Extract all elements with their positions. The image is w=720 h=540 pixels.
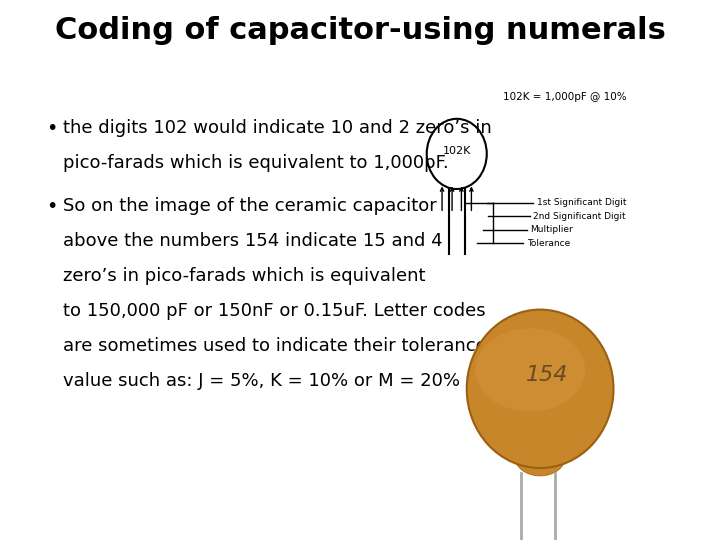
Text: So on the image of the ceramic capacitor: So on the image of the ceramic capacitor [63, 197, 437, 214]
Text: 102K: 102K [443, 146, 471, 156]
Text: zero’s in pico-farads which is equivalent: zero’s in pico-farads which is equivalen… [63, 267, 426, 285]
Text: •: • [47, 119, 58, 138]
Text: above the numbers 154 indicate 15 and 4: above the numbers 154 indicate 15 and 4 [63, 232, 443, 249]
Text: value such as: J = 5%, K = 10% or M = 20% etc.: value such as: J = 5%, K = 10% or M = 20… [63, 372, 500, 389]
Text: Coding of capacitor-using numerals: Coding of capacitor-using numerals [55, 16, 665, 45]
Text: are sometimes used to indicate their tolerance: are sometimes used to indicate their tol… [63, 336, 487, 355]
Text: 102K = 1,000pF @ 10%: 102K = 1,000pF @ 10% [503, 92, 627, 102]
Text: 1st Significant Digit: 1st Significant Digit [537, 198, 626, 207]
Text: 2nd Significant Digit: 2nd Significant Digit [534, 212, 626, 220]
Text: to 150,000 pF or 150nF or 0.15uF. Letter codes: to 150,000 pF or 150nF or 0.15uF. Letter… [63, 301, 486, 320]
Text: Tolerance: Tolerance [527, 239, 570, 247]
Text: the digits 102 would indicate 10 and 2 zero’s in: the digits 102 would indicate 10 and 2 z… [63, 119, 492, 137]
Text: 154: 154 [526, 365, 568, 386]
Text: pico-farads which is equivalent to 1,000pF.: pico-farads which is equivalent to 1,000… [63, 154, 449, 172]
Ellipse shape [467, 309, 613, 468]
Ellipse shape [514, 436, 566, 476]
Text: •: • [47, 197, 58, 215]
Text: Multiplier: Multiplier [530, 225, 573, 234]
Ellipse shape [475, 328, 585, 411]
